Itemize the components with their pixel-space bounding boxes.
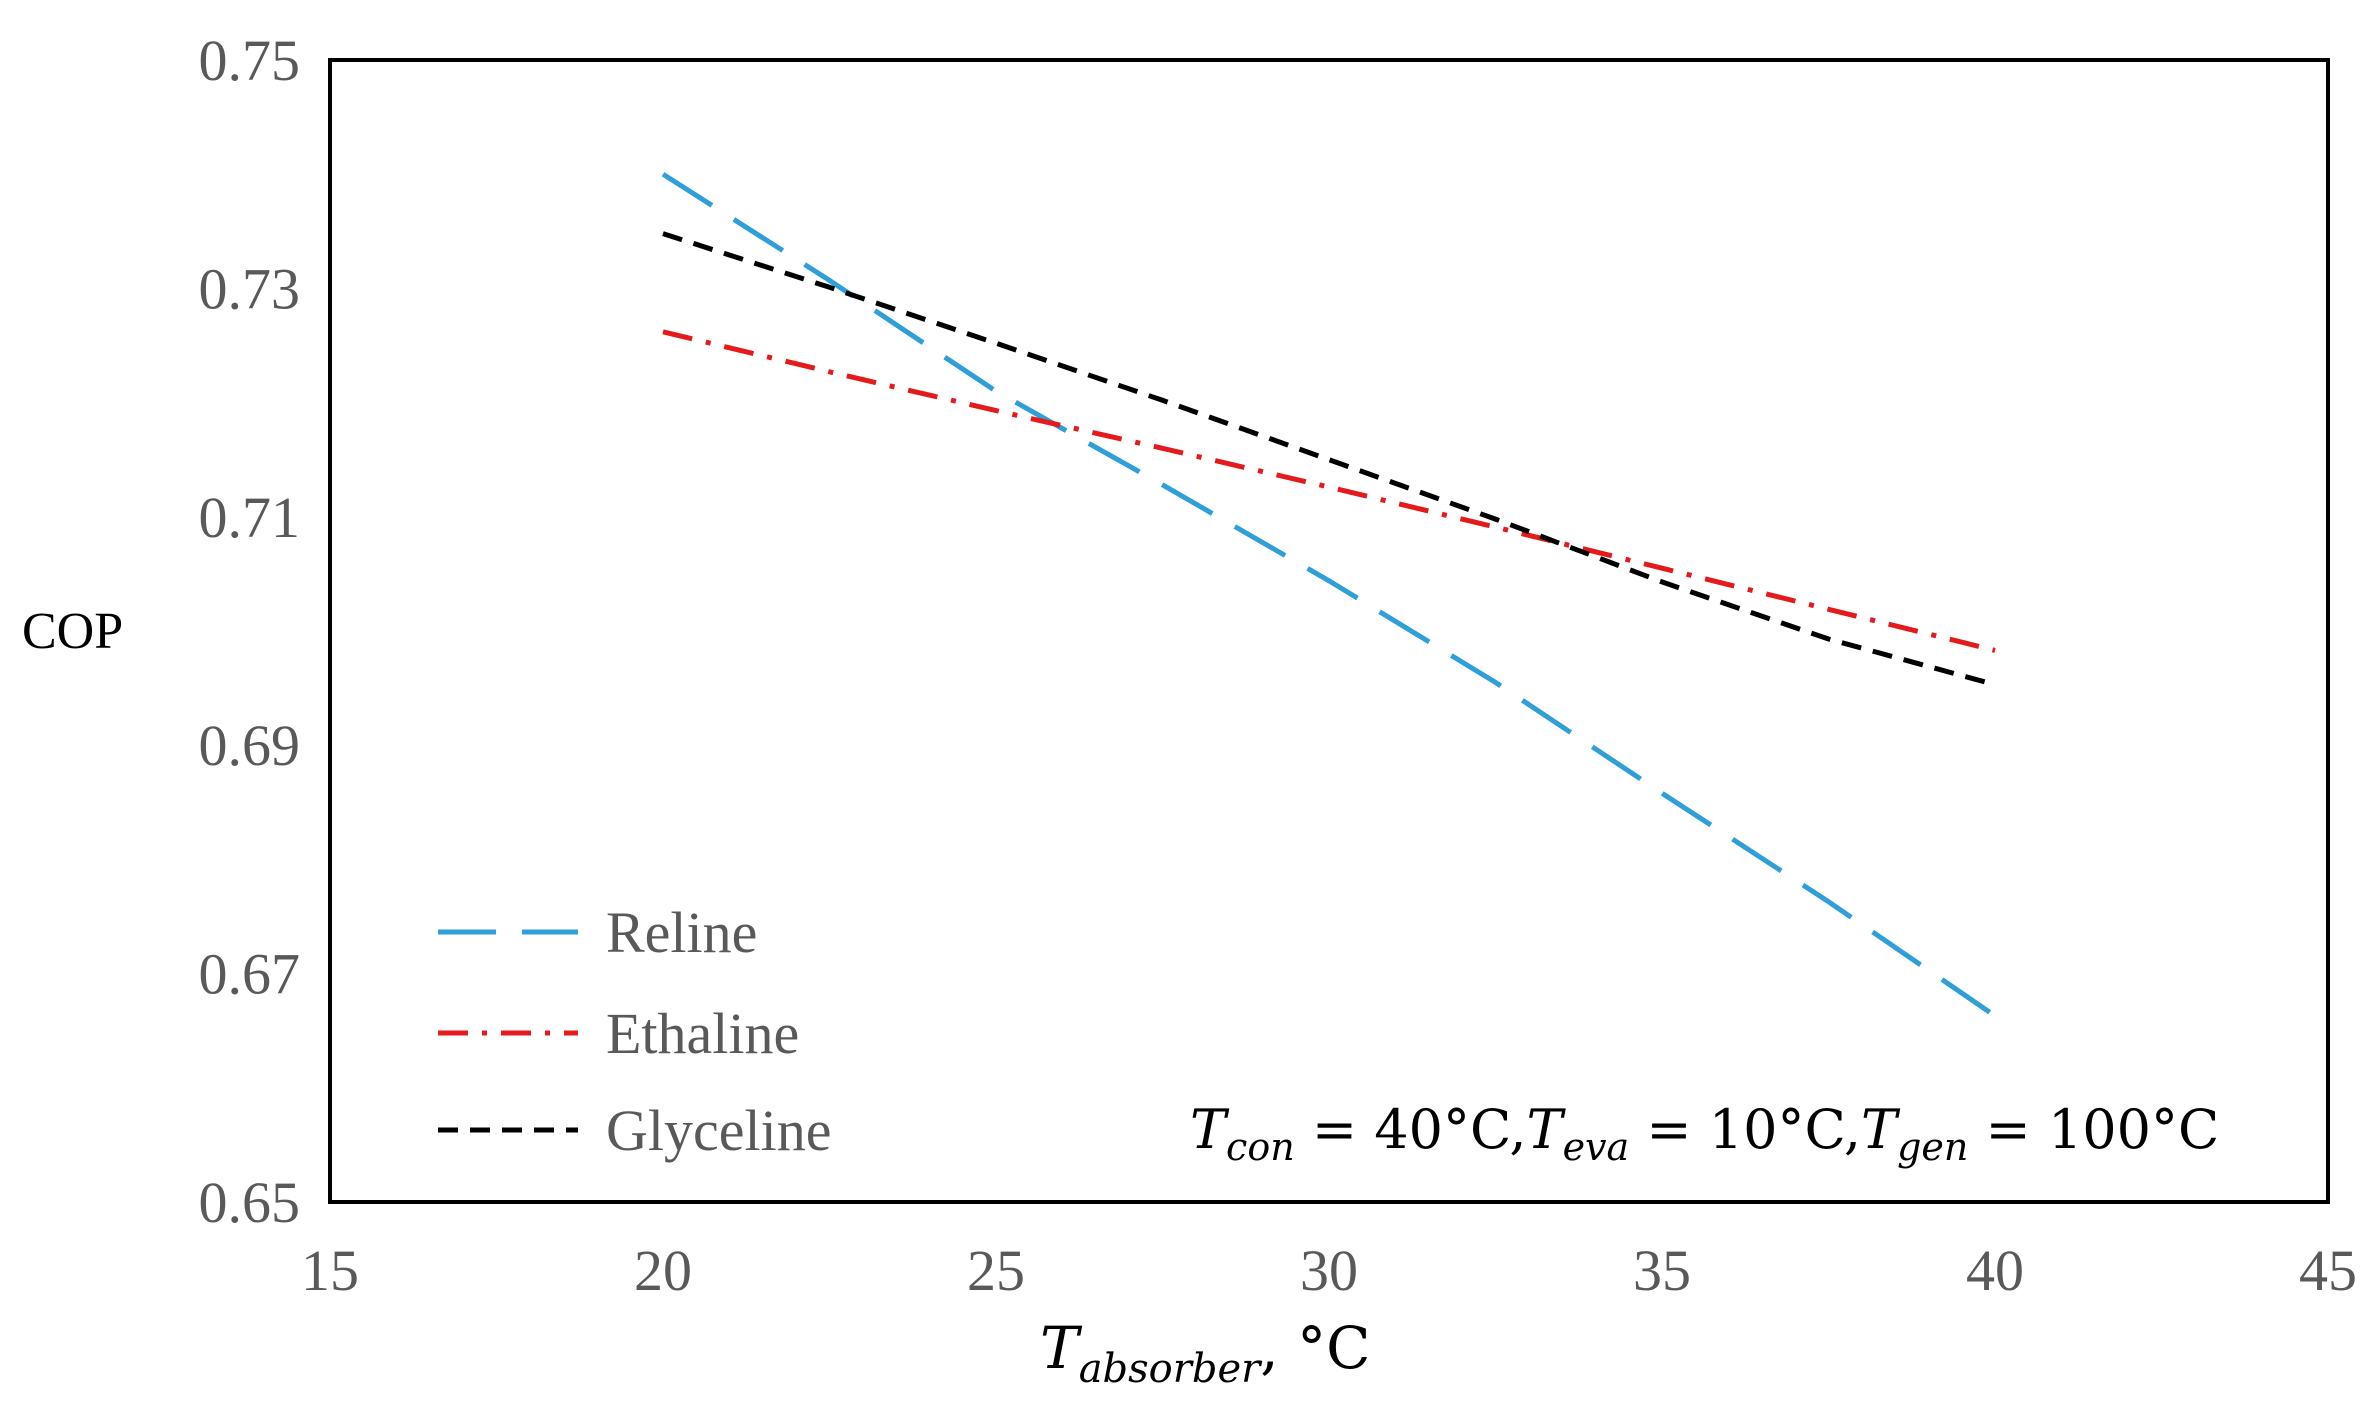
x-axis-label: Tabsorber, °C [1040,1314,1371,1392]
annotation-tcon-subscript: con [1226,1125,1295,1169]
x-tick-label: 30 [1300,1238,1358,1303]
y-tick-label: 0.65 [199,1170,301,1235]
y-axis-label: COP [22,603,123,660]
series-lines [661,172,1997,1018]
legend-label-ethaline: Ethaline [606,1001,799,1066]
y-tick-label: 0.71 [199,485,301,550]
legend: Reline Ethaline Glyceline [438,900,831,1163]
annotation-tgen-subscript: gen [1897,1125,1968,1169]
annotation-tcon-symbol: T [1190,1098,1230,1161]
y-tick-label: 0.67 [199,942,301,1007]
y-tick-label: 0.69 [199,713,301,778]
x-axis-label-unit: , °C [1260,1314,1370,1382]
x-axis-label-symbol: T [1040,1314,1083,1382]
annotation-tgen-value: = 100°C [1968,1098,2219,1161]
y-tick-label: 0.75 [199,28,301,93]
x-tick-label: 25 [967,1238,1025,1303]
x-axis-label-subscript: absorber [1079,1346,1263,1392]
x-tick-label: 15 [301,1238,359,1303]
y-tick-label: 0.73 [199,256,301,321]
x-tick-label: 20 [634,1238,692,1303]
series-line-ethaline [662,329,1996,653]
series-line-reline [661,172,1997,1018]
y-axis-tick-labels: 0.65 0.67 0.69 0.71 0.73 0.75 [199,28,301,1235]
annotation-teva-symbol: T [1527,1098,1567,1161]
x-tick-label: 40 [1966,1238,2024,1303]
annotation-tcon-value: = 40°C, [1295,1098,1527,1161]
conditions-annotation: Tcon = 40°C,Teva = 10°C,Tgen = 100°C [1190,1098,2219,1169]
annotation-tgen-symbol: T [1861,1098,1901,1161]
x-axis-tick-labels: 15 20 25 30 35 40 45 [301,1238,2357,1303]
legend-label-glyceline: Glyceline [606,1098,831,1163]
x-tick-label: 45 [2299,1238,2357,1303]
series-line-glyceline [662,231,1996,688]
plot-area-frame [328,58,2330,1204]
x-tick-label: 35 [1633,1238,1691,1303]
legend-label-reline: Reline [606,900,757,965]
annotation-teva-value: = 10°C, [1629,1098,1861,1161]
annotation-teva-subscript: eva [1563,1125,1630,1169]
